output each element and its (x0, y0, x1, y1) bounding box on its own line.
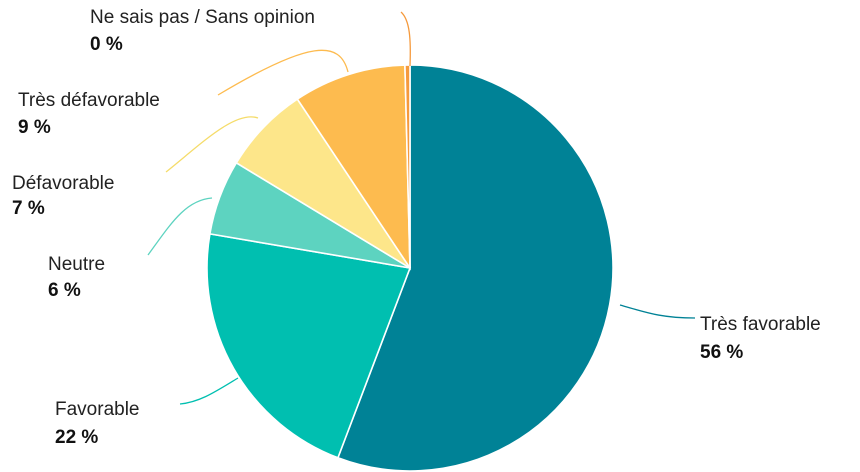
slices-layer (206, 64, 614, 472)
pie-slice-1 (206, 232, 412, 459)
leader-lines-layer (147, 11, 696, 405)
slice-label-0: Très favorable (700, 314, 821, 335)
leader-line-4 (217, 49, 349, 96)
leader-line-3 (165, 116, 259, 173)
slice-label-3: Défavorable (12, 173, 114, 194)
leader-line-0 (619, 304, 696, 319)
leader-line-5 (400, 11, 411, 67)
slice-value-label-3: 7 % (12, 198, 45, 219)
slice-value-label-0: 56 % (700, 342, 743, 363)
slice-label-2: Neutre (48, 254, 105, 275)
leader-line-1 (179, 377, 239, 405)
labels-layer: Très favorable 56 % Favorable 22 % Neutre 6 %… (12, 7, 821, 448)
slice-value-label-4: 9 % (18, 117, 51, 138)
leader-line-2 (147, 197, 213, 256)
pie-slice-0 (336, 64, 614, 472)
slice-value-label-1: 22 % (55, 427, 98, 448)
slice-label-1: Favorable (55, 399, 140, 420)
slice-label-5: Ne sais pas / Sans opinion (90, 7, 315, 28)
slice-label-4: Très défavorable (18, 90, 160, 111)
slice-value-label-2: 6 % (48, 280, 81, 301)
slice-value-label-5: 0 % (90, 34, 123, 55)
pie-slice-4 (296, 64, 411, 271)
